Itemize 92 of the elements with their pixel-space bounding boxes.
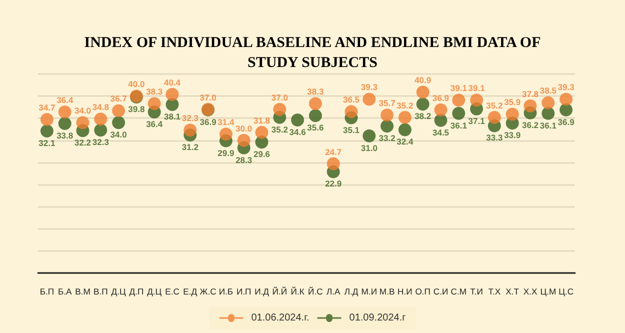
chart-title: INDEX OF INDIVIDUAL BASELINE AND ENDLINE BMI DATA OF STUDY SUBJECTS bbox=[84, 35, 541, 71]
data-label: 35.2 bbox=[396, 100, 414, 110]
data-label: 32.3 bbox=[92, 137, 110, 148]
data-label: 34.5 bbox=[432, 127, 450, 138]
data-label: 36.1 bbox=[540, 120, 557, 130]
data-label: 35.2 bbox=[486, 100, 503, 110]
data-label: 32.4 bbox=[396, 136, 414, 147]
data-label: 36.2 bbox=[522, 120, 539, 130]
x-tick-label: И.Д bbox=[254, 286, 270, 296]
data-label: 30.0 bbox=[236, 123, 252, 134]
data-label: 38.3 bbox=[307, 86, 324, 97]
data-label: 35.1 bbox=[342, 124, 360, 135]
x-tick-label: Ц.С bbox=[558, 286, 574, 296]
x-tick-label: Е.Д bbox=[183, 286, 198, 296]
data-label: 29.9 bbox=[218, 148, 234, 158]
data-label: 38.2 bbox=[414, 111, 432, 122]
x-tick-label: М.В bbox=[379, 286, 395, 296]
data-label: 36.9 bbox=[432, 92, 450, 103]
x-tick-label: М.И bbox=[361, 286, 378, 296]
data-label: 33.9 bbox=[504, 130, 521, 140]
x-tick-label: Х.Х bbox=[523, 286, 538, 296]
data-label: 40.4 bbox=[164, 77, 181, 88]
legend-label: 01.09.2024.г bbox=[349, 312, 406, 324]
data-label: 36.9 bbox=[200, 116, 217, 127]
data-label: 38.5 bbox=[540, 86, 557, 96]
data-label: 31.4 bbox=[218, 117, 234, 128]
data-label: 36.7 bbox=[110, 94, 128, 104]
data-label: 34.6 bbox=[289, 126, 306, 137]
x-tick-label: Й.С bbox=[308, 286, 323, 296]
data-label: 40.0 bbox=[128, 79, 145, 90]
data-label: 28.3 bbox=[236, 154, 252, 165]
data-label: 38.1 bbox=[164, 112, 181, 122]
x-tick-label: В.М bbox=[75, 286, 90, 296]
x-tick-label: С.М bbox=[450, 286, 467, 296]
data-label: 24.7 bbox=[325, 146, 342, 157]
data-label: 35.7 bbox=[378, 98, 396, 108]
x-tick-label: Б.А bbox=[58, 286, 72, 296]
x-tick-label: Б.П bbox=[40, 286, 54, 296]
data-label: 39.1 bbox=[450, 83, 468, 94]
x-tick-label: Й.К bbox=[290, 286, 304, 296]
x-tick-label: С.И bbox=[433, 286, 448, 296]
x-tick-label: О.П bbox=[415, 286, 430, 296]
data-label: 35.2 bbox=[271, 124, 288, 134]
data-label: 29.6 bbox=[253, 149, 270, 160]
x-tick-label: Х.Т bbox=[506, 286, 520, 296]
x-tick-label: Л.Д bbox=[344, 286, 358, 296]
x-tick-label: Д.Ц bbox=[147, 286, 162, 296]
data-label: 31.0 bbox=[360, 142, 378, 153]
x-tick-label: Ц.М bbox=[540, 286, 556, 296]
x-tick-label: И.П bbox=[236, 286, 252, 296]
legend-label: 01.06.2024.г. bbox=[251, 312, 310, 324]
data-label: 40.9 bbox=[414, 75, 432, 86]
x-tick-label: Н.И bbox=[398, 286, 412, 296]
data-label: 39.3 bbox=[360, 82, 378, 92]
data-label: 35.6 bbox=[307, 122, 324, 133]
x-tick-label: Е.С bbox=[165, 286, 180, 296]
data-label: 39.1 bbox=[468, 83, 486, 94]
data-label: 37.0 bbox=[271, 92, 288, 102]
x-tick-label: Й.Й bbox=[272, 286, 288, 296]
x-tick-label: Ж.С bbox=[200, 286, 216, 296]
data-label: 39.3 bbox=[558, 82, 575, 92]
x-tick-label: Д.Ц bbox=[111, 286, 126, 296]
data-label: 36.4 bbox=[146, 119, 163, 130]
data-label: 32.2 bbox=[74, 138, 92, 148]
x-tick-label: Т.Х bbox=[488, 286, 501, 296]
data-label: 33.3 bbox=[486, 132, 503, 143]
data-label: 37.0 bbox=[200, 92, 217, 102]
data-label: 37.8 bbox=[522, 88, 539, 99]
data-label: 31.2 bbox=[182, 142, 199, 152]
x-tick-label: Т.И bbox=[470, 286, 483, 296]
data-label: 36.5 bbox=[342, 94, 360, 105]
data-label: 31.8 bbox=[253, 115, 270, 126]
x-tick-label: И.Б bbox=[218, 286, 234, 296]
data-label: 32.1 bbox=[38, 138, 56, 148]
data-label: 34.0 bbox=[74, 106, 92, 116]
data-label: 36.1 bbox=[450, 120, 468, 130]
data-label: 38.3 bbox=[146, 86, 163, 97]
data-label: 35.9 bbox=[504, 97, 521, 108]
x-tick-label: Д.П bbox=[129, 286, 144, 296]
data-label: 34.7 bbox=[38, 102, 56, 113]
data-label: 37.1 bbox=[468, 116, 486, 126]
data-label: 39.8 bbox=[128, 104, 145, 114]
data-label: 33.8 bbox=[56, 130, 74, 141]
x-tick-label: В.П bbox=[94, 286, 108, 296]
data-label: 22.9 bbox=[325, 178, 342, 189]
data-label: 36.9 bbox=[558, 116, 575, 127]
data-label: 34.8 bbox=[92, 102, 110, 112]
x-tick-label: Л.А bbox=[326, 286, 340, 296]
data-label: 36.4 bbox=[56, 95, 74, 106]
data-label: 33.2 bbox=[378, 133, 396, 144]
data-label: 32.3 bbox=[182, 113, 199, 124]
data-label: 34.0 bbox=[110, 130, 128, 140]
